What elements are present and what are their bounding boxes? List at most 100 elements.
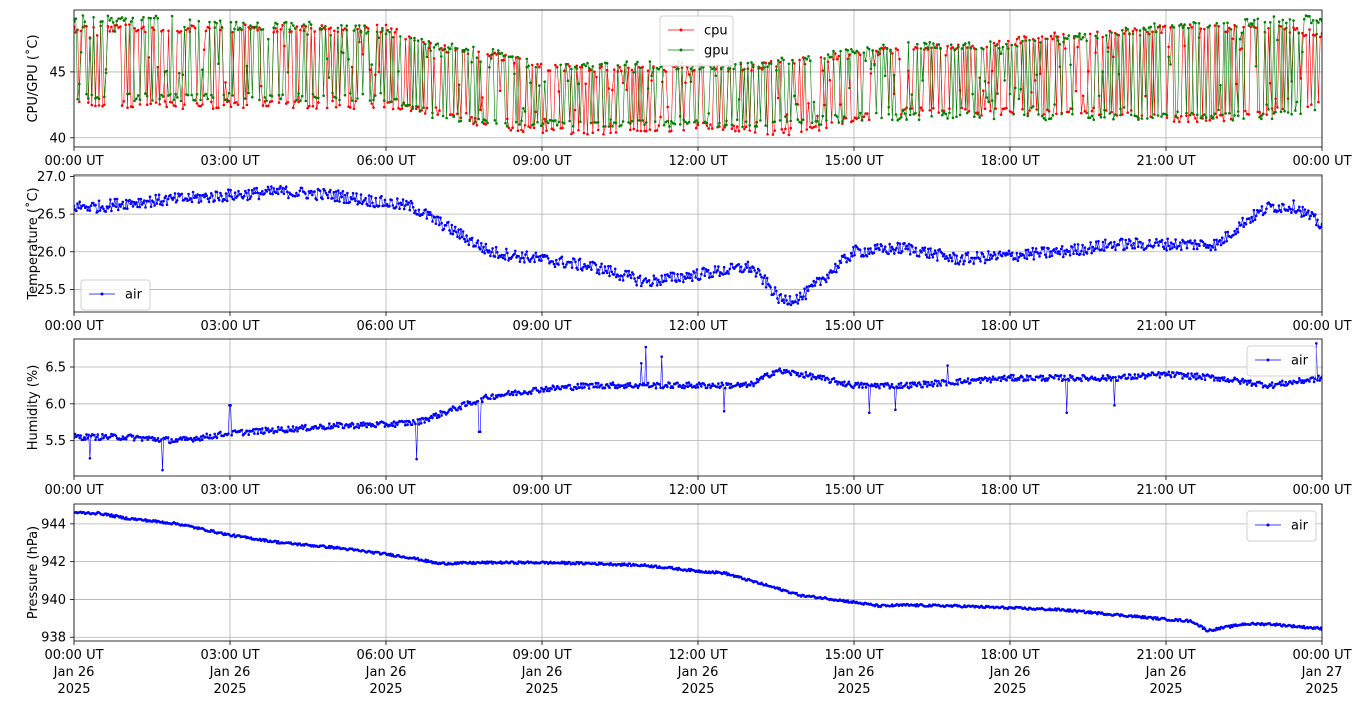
data-point: [312, 427, 315, 430]
data-point: [716, 125, 719, 129]
data-point: [1209, 376, 1213, 379]
data-point: [1318, 379, 1321, 382]
data-point: [987, 250, 990, 253]
data-point: [113, 515, 117, 519]
data-point: [713, 265, 717, 268]
data-point: [1201, 240, 1205, 244]
data-point: [502, 54, 506, 58]
data-point: [946, 257, 949, 260]
data-point: [99, 437, 103, 441]
data-point: [694, 276, 697, 279]
data-point: [892, 73, 896, 77]
data-point: [455, 230, 458, 234]
data-point: [635, 283, 638, 287]
data-point: [1047, 247, 1050, 250]
data-point: [436, 113, 440, 116]
data-point: [247, 26, 250, 29]
x-tick-label: 09:00 UT: [512, 319, 571, 334]
data-point: [717, 265, 720, 268]
data-point: [684, 120, 687, 124]
plot-area: [74, 14, 1322, 137]
data-point: [829, 380, 832, 384]
y-axis-label: Humidity (%): [26, 365, 41, 451]
y-tick-label: 944: [41, 517, 66, 532]
data-point: [664, 279, 668, 283]
data-point: [1199, 116, 1203, 120]
data-point: [945, 383, 948, 387]
data-point: [172, 196, 176, 199]
data-point: [176, 96, 179, 99]
data-point: [218, 28, 222, 32]
data-point: [621, 384, 625, 387]
data-point: [961, 254, 964, 257]
data-point: [711, 67, 714, 71]
data-point: [539, 62, 543, 66]
data-point: [459, 119, 463, 123]
data-point: [630, 119, 634, 123]
data-point: [465, 234, 468, 237]
data-point: [345, 201, 348, 205]
data-point: [1270, 381, 1274, 384]
data-point: [1083, 109, 1087, 113]
data-point: [529, 81, 532, 85]
data-point: [957, 43, 960, 47]
data-point: [579, 66, 582, 69]
x-tick-label: 00:00 UT: [44, 648, 103, 663]
data-point: [612, 68, 616, 71]
data-point: [641, 119, 644, 122]
data-point: [101, 432, 104, 436]
data-point: [379, 91, 383, 95]
data-point: [636, 386, 640, 390]
data-point: [743, 67, 746, 71]
data-point: [1005, 379, 1008, 382]
data-point: [408, 420, 412, 424]
data-point: [202, 94, 206, 97]
chart-panel-3: 5.56.06.500:00 UT 03:00 UT 06:00 UT 09:00 U…: [26, 338, 1352, 498]
data-point: [1062, 40, 1065, 44]
data-point: [222, 93, 226, 97]
data-point: [522, 107, 525, 110]
data-point: [1167, 45, 1170, 49]
data-point: [805, 285, 809, 289]
data-point: [536, 63, 539, 66]
data-point: [468, 119, 472, 123]
data-point: [645, 121, 648, 124]
data-point: [1263, 20, 1267, 24]
data-point: [1219, 84, 1222, 87]
data-point: [1279, 25, 1283, 28]
data-point: [270, 94, 274, 98]
data-point: [1156, 241, 1159, 244]
data-point: [306, 196, 310, 200]
data-point: [693, 68, 696, 72]
data-point: [266, 427, 270, 430]
data-point: [445, 116, 448, 120]
data-point: [1102, 249, 1106, 252]
data-point: [965, 46, 969, 49]
data-point: [335, 199, 339, 202]
data-point: [259, 192, 263, 196]
data-point: [891, 118, 894, 122]
data-point: [453, 225, 457, 229]
data-point: [1168, 248, 1172, 251]
data-point: [552, 385, 556, 389]
data-point: [158, 103, 161, 106]
data-point: [299, 99, 302, 103]
data-point: [600, 62, 603, 66]
data-point: [562, 560, 566, 564]
data-point: [382, 105, 386, 109]
data-point: [480, 397, 483, 400]
data-point: [1277, 20, 1281, 24]
data-point: [680, 273, 684, 276]
data-point: [1021, 107, 1024, 111]
data-point: [800, 130, 803, 133]
data-point: [443, 47, 447, 51]
data-point: [505, 125, 509, 128]
data-point: [296, 430, 299, 433]
data-point: [121, 435, 125, 438]
data-point: [231, 30, 234, 34]
data-point: [425, 55, 429, 59]
data-point: [700, 272, 703, 276]
data-point: [1256, 209, 1259, 212]
data-point: [849, 251, 853, 255]
data-point: [185, 28, 188, 32]
